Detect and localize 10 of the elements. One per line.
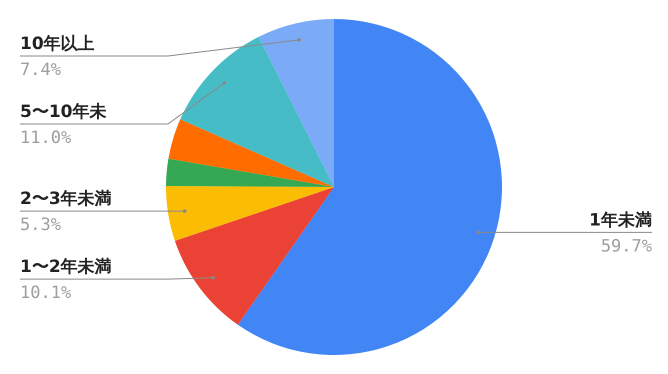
data-label: 5.3% <box>20 215 61 236</box>
slice-label: 2〜3年未満 <box>20 189 112 210</box>
slice-label: 1〜2年未満 <box>20 257 112 278</box>
data-label: 11.0% <box>20 128 72 148</box>
data-label: 59.7% <box>600 236 652 256</box>
data-label: 7.4% <box>20 60 61 80</box>
slice-label: 5〜10年未 <box>20 102 106 122</box>
data-label: 10.1% <box>20 283 72 304</box>
slice-label: 10年以上 <box>20 34 95 54</box>
slice-label: 1年未満 <box>589 210 652 230</box>
